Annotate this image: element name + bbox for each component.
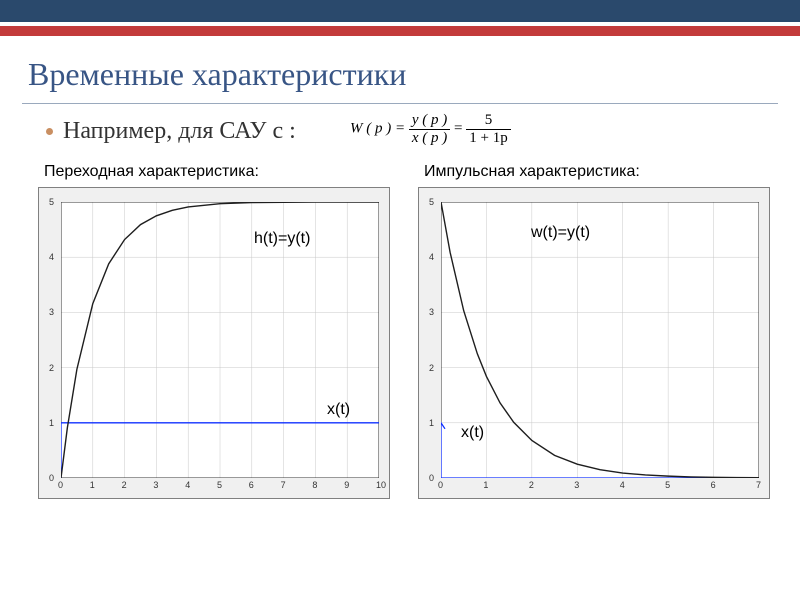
x-tick-label: 4: [185, 480, 190, 490]
y-tick-label: 5: [49, 197, 54, 207]
left-chart-caption: Переходная характеристика:: [38, 163, 398, 187]
left-annot-input: x(t): [327, 401, 350, 419]
right-plot-svg: [441, 202, 759, 478]
y-tick-label: 4: [49, 252, 54, 262]
x-tick-label: 0: [58, 480, 63, 490]
y-tick-label: 1: [49, 418, 54, 428]
right-plot-area: [441, 202, 759, 478]
x-tick-label: 3: [153, 480, 158, 490]
banner-stripe-bottom: [0, 26, 800, 36]
x-tick-label: 7: [756, 480, 761, 490]
right-response-curve: [441, 202, 759, 478]
x-tick-label: 7: [281, 480, 286, 490]
x-tick-label: 4: [620, 480, 625, 490]
left-annot-response: h(t)=y(t): [254, 230, 310, 248]
left-chart-column: Переходная характеристика: 0123456789100…: [38, 163, 398, 499]
x-tick-label: 1: [483, 480, 488, 490]
y-tick-label: 1: [429, 418, 434, 428]
transfer-function-formula: W ( p ) = y ( p ) x ( p ) = 5 1 + 1p: [350, 112, 511, 146]
right-chart-column: Импульсная характеристика: 0 1 2 3 4 5 6 7 0 1 2 3 4…: [418, 163, 778, 499]
formula-frac1: y ( p ) x ( p ): [409, 112, 450, 146]
formula-eq: =: [454, 120, 466, 136]
x-tick-label: 9: [344, 480, 349, 490]
x-tick-label: 5: [217, 480, 222, 490]
y-tick-label: 3: [49, 307, 54, 317]
y-tick-label: 5: [429, 197, 434, 207]
left-plot-svg: [61, 202, 379, 478]
x-tick-label: 8: [312, 480, 317, 490]
right-annot-response: w(t)=y(t): [531, 224, 590, 242]
x-tick-label: 0: [438, 480, 443, 490]
left-chart: 0 1 2 3 4 5 6 7 8 9 10 0 1 2 3 4 5 h(t)=y(t) x(t): [38, 187, 390, 499]
y-tick-label: 4: [429, 252, 434, 262]
right-annot-input: x(t): [461, 424, 484, 442]
bullet-icon: [46, 128, 53, 135]
x-tick-label: 3: [574, 480, 579, 490]
y-tick-label: 0: [49, 473, 54, 483]
x-tick-label: 1: [90, 480, 95, 490]
y-tick-label: 2: [49, 363, 54, 373]
charts-container: Переходная характеристика: 0123456789100…: [0, 145, 800, 499]
formula-lhs: W ( p ) =: [350, 120, 405, 136]
right-chart: 0 1 2 3 4 5 6 7 0 1 2 3 4 5 w(t)=y(t) x(t): [418, 187, 770, 499]
x-tick-label: 5: [665, 480, 670, 490]
banner-stripe-top: [0, 0, 800, 22]
y-tick-label: 0: [429, 473, 434, 483]
x-tick-label: 2: [122, 480, 127, 490]
y-tick-label: 3: [429, 307, 434, 317]
right-chart-caption: Импульсная характеристика:: [418, 163, 778, 187]
x-tick-label: 6: [711, 480, 716, 490]
bullet-text: Например, для САУ с :: [63, 118, 296, 145]
x-tick-label: 2: [529, 480, 534, 490]
left-plot-area: [61, 202, 379, 478]
slide-title: Временные характеристики: [0, 42, 800, 97]
y-tick-label: 2: [429, 363, 434, 373]
top-banner: [0, 0, 800, 42]
x-tick-label: 10: [376, 480, 386, 490]
formula-frac2: 5 1 + 1p: [466, 112, 510, 146]
x-tick-label: 6: [249, 480, 254, 490]
